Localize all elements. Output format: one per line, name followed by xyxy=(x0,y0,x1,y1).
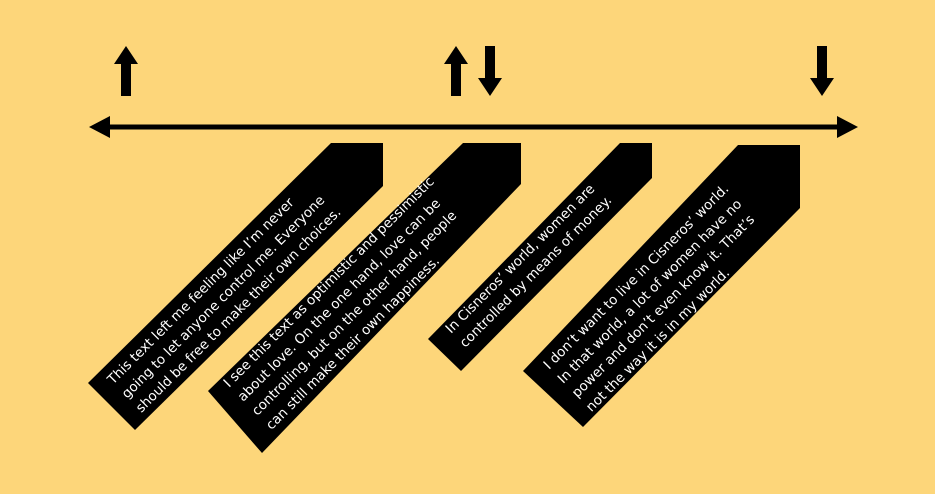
up-arrow-icon xyxy=(444,46,468,96)
left-arrowhead-icon xyxy=(89,116,110,138)
up-arrow-icon xyxy=(114,46,138,96)
response-label: I don’t want to live in Cisneros’ world.… xyxy=(523,145,800,427)
right-arrowhead-icon xyxy=(837,116,858,138)
continuum-line xyxy=(89,116,858,138)
down-arrow-icon xyxy=(478,46,502,96)
down-arrow-icon xyxy=(810,46,834,96)
